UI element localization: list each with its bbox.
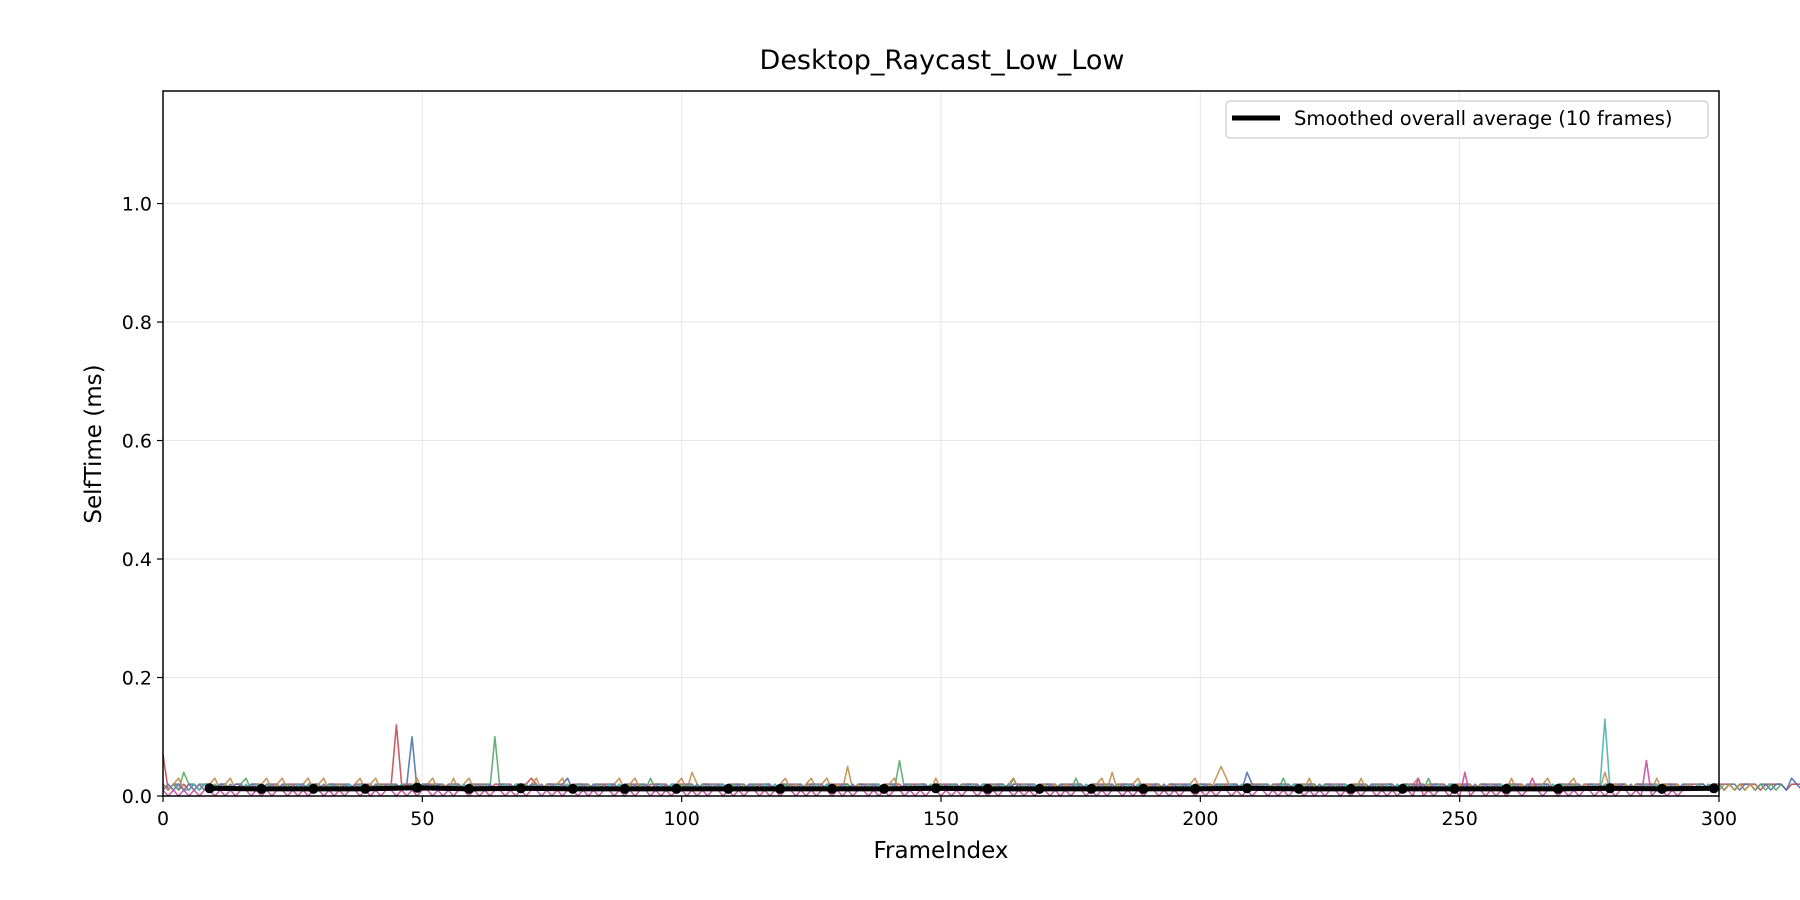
smoothed-average-point	[1397, 783, 1408, 794]
smoothed-average-point	[982, 783, 993, 794]
legend-entry-smoothed-average: Smoothed overall average (10 frames)	[1294, 107, 1673, 130]
smoothed-average-point	[360, 783, 371, 794]
smoothed-average-point	[1553, 783, 1564, 794]
smoothed-average-point	[619, 783, 630, 794]
smoothed-average-point	[1293, 783, 1304, 794]
smoothed-average-point	[1138, 783, 1149, 794]
x-tick-label: 50	[410, 808, 434, 830]
series-line-smoothed-average	[209, 785, 1714, 792]
smoothed-average-point	[1708, 783, 1719, 794]
x-tick-label: 100	[664, 808, 700, 830]
smoothed-average-point	[1242, 783, 1253, 794]
smoothed-average-point	[1656, 783, 1667, 794]
y-tick-label: 0.0	[122, 786, 152, 808]
y-tick-label: 0.4	[122, 549, 152, 571]
x-tick-label: 200	[1182, 808, 1218, 830]
x-tick-label: 300	[1701, 808, 1737, 830]
y-tick-label: 0.6	[122, 431, 152, 453]
smoothed-average-point	[1449, 783, 1460, 794]
smoothed-average-point	[256, 783, 267, 794]
y-tick-label: 0.2	[122, 668, 152, 690]
x-axis-label: FrameIndex	[874, 838, 1009, 864]
y-axis-label: SelfTime (ms)	[81, 364, 107, 523]
smoothed-average-point	[1034, 783, 1045, 794]
smoothed-average-point	[1345, 783, 1356, 794]
plot-series	[162, 718, 1800, 797]
smoothed-average-point	[930, 783, 941, 794]
legend-box	[1225, 100, 1709, 139]
smoothed-average-point	[671, 783, 682, 794]
smoothed-average-point	[775, 783, 786, 794]
smoothed-average-point	[723, 783, 734, 794]
legend: Smoothed overall average (10 frames)	[1225, 100, 1709, 139]
smoothed-average-point	[308, 783, 319, 794]
axis-ticks: 0 50 100 150 200 250 300 0.0 0.2 0.4 0.6 0.8 1.0	[122, 194, 1737, 830]
y-tick-label: 1.0	[122, 194, 152, 216]
x-tick-label: 150	[923, 808, 959, 830]
smoothed-average-point	[204, 783, 215, 794]
smoothed-average-point	[412, 782, 423, 793]
smoothed-average-point	[1501, 783, 1512, 794]
smoothed-average-point	[567, 783, 578, 794]
x-tick-label: 250	[1442, 808, 1478, 830]
smoothed-average-point	[1086, 783, 1097, 794]
y-tick-label: 0.8	[122, 312, 152, 334]
smoothed-average-point	[515, 783, 526, 794]
smoothed-average-point	[464, 783, 475, 794]
x-tick-label: 0	[157, 808, 169, 830]
smoothed-average-point	[1605, 783, 1616, 794]
chart-title: Desktop_Raycast_Low_Low	[760, 45, 1125, 76]
smoothed-average-point	[827, 783, 838, 794]
smoothed-average-point	[1190, 783, 1201, 794]
smoothed-average-point	[878, 783, 889, 794]
